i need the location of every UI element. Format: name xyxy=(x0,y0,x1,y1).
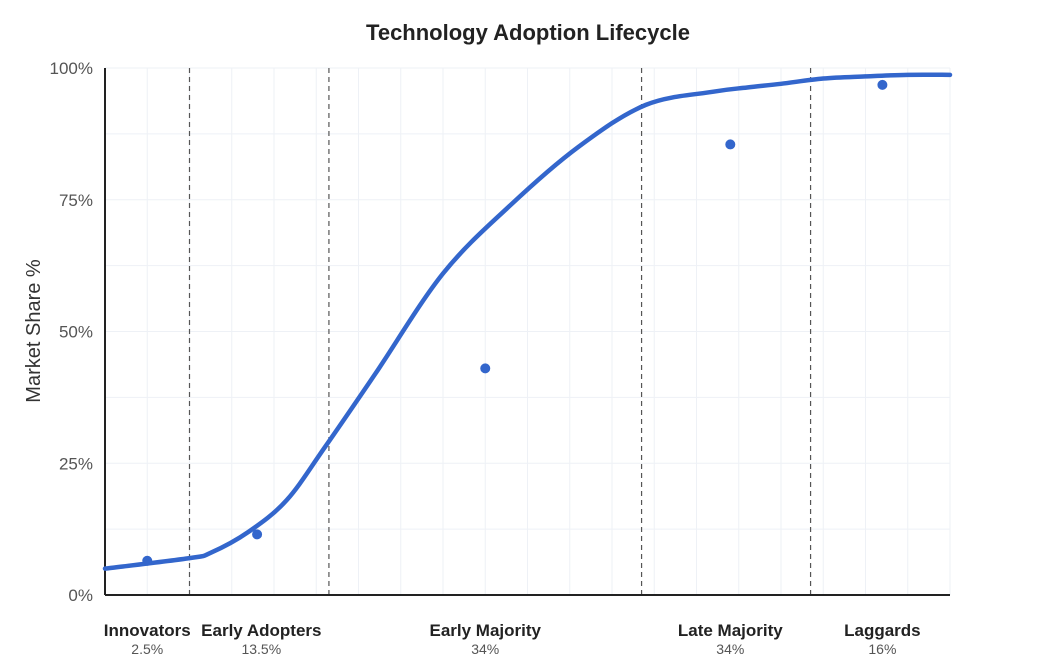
y-tick-label: 25% xyxy=(59,454,93,473)
segment-percent-label: 34% xyxy=(471,641,499,657)
segment-percent-label: 13.5% xyxy=(241,641,281,657)
segment-name-label: Late Majority xyxy=(678,621,783,640)
segment-data-point xyxy=(142,555,153,566)
segment-dividers xyxy=(188,68,812,595)
segment-data-point xyxy=(877,79,888,90)
adoption-curve-line xyxy=(102,72,953,571)
y-tick-label: 75% xyxy=(59,191,93,210)
segment-data-point xyxy=(252,529,263,540)
y-tick-label: 50% xyxy=(59,323,93,342)
segment-data-point xyxy=(725,139,736,150)
segment-name-label: Early Adopters xyxy=(201,621,321,640)
segment-name-label: Early Majority xyxy=(430,621,542,640)
segment-percent-label: 2.5% xyxy=(131,641,163,657)
y-tick-label: 0% xyxy=(68,586,93,605)
chart-title: Technology Adoption Lifecycle xyxy=(366,20,690,45)
gridlines xyxy=(104,67,951,596)
segment-data-point xyxy=(480,363,491,374)
segment-name-label: Innovators xyxy=(104,621,191,640)
axes: 0% 25% 50% 75% 100% xyxy=(50,59,950,605)
segment-percent-label: 16% xyxy=(868,641,896,657)
series xyxy=(102,72,953,571)
y-tick-label: 100% xyxy=(50,59,93,78)
segment-percent-label: 34% xyxy=(716,641,744,657)
segment-name-label: Laggards xyxy=(844,621,921,640)
y-axis-label: Market Share % xyxy=(23,259,45,403)
